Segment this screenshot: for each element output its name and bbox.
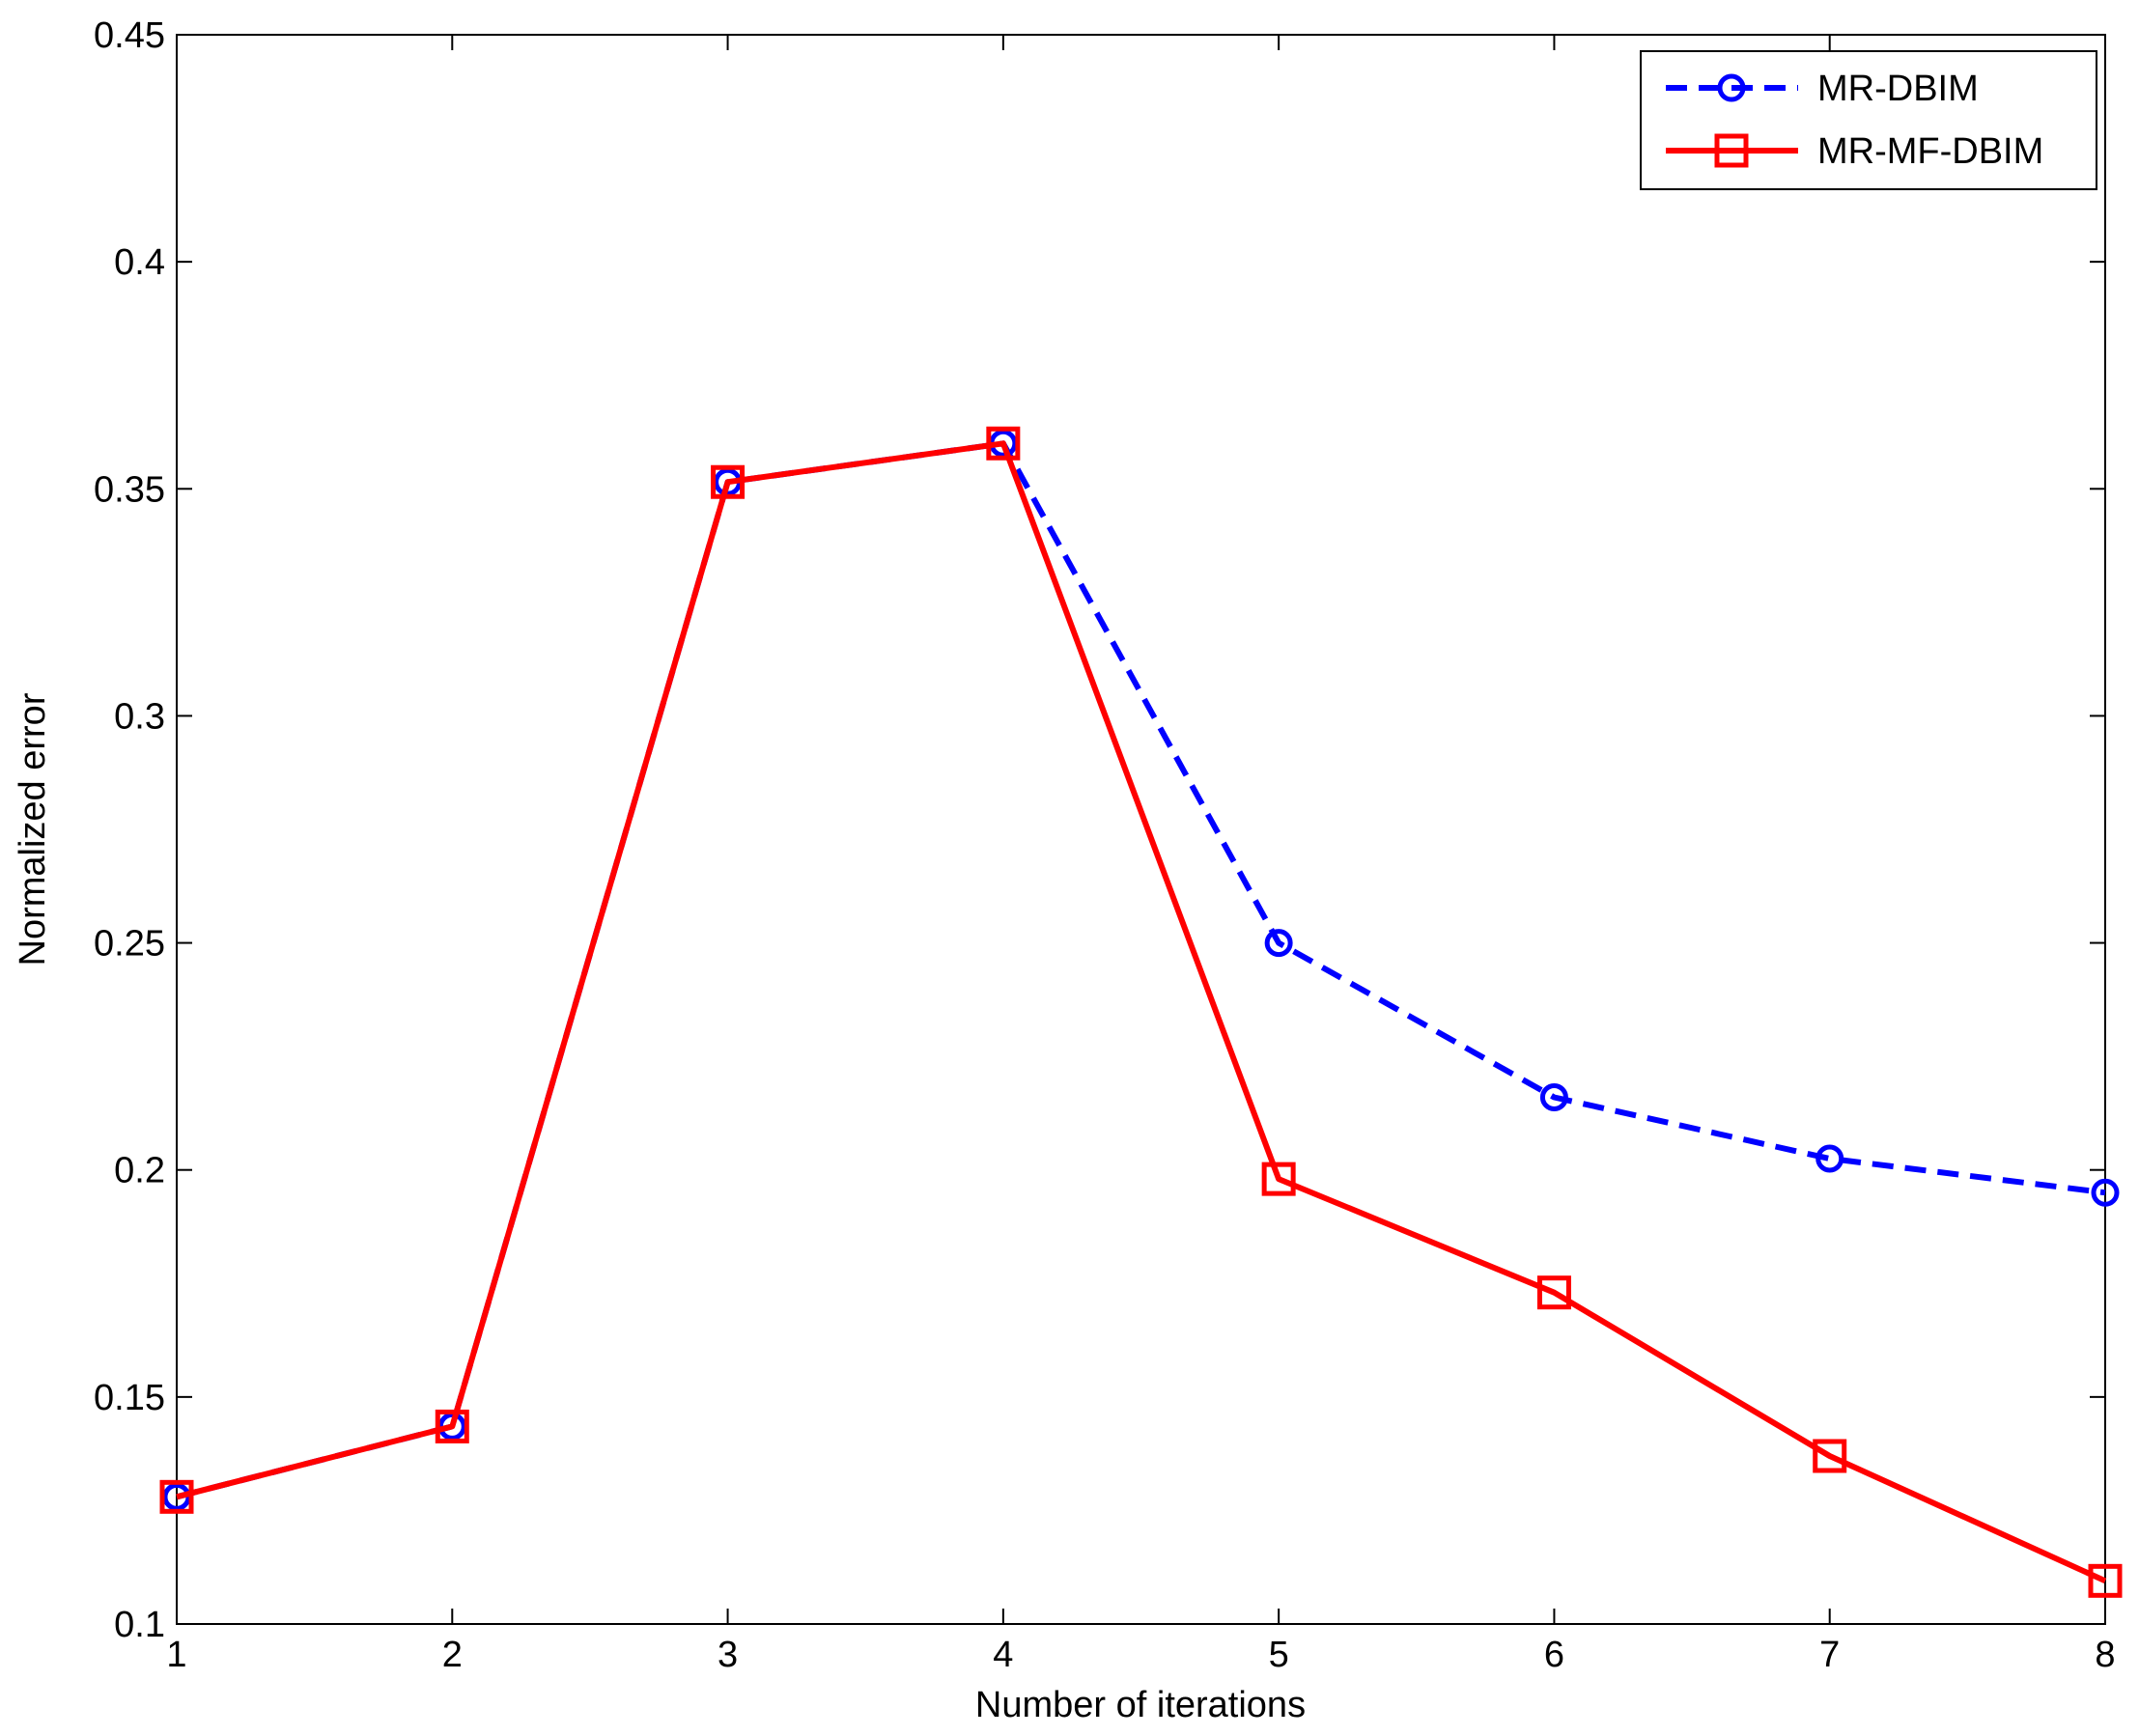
- data-point: [986, 426, 1021, 461]
- data-point: [2091, 1178, 2120, 1207]
- data-point: [1264, 929, 1293, 958]
- x-tick-label: 5: [1269, 1635, 1289, 1675]
- x-axis-label: Number of iterations: [975, 1685, 1306, 1725]
- y-tick-label: 0.1: [114, 1605, 165, 1645]
- x-tick-label: 6: [1544, 1635, 1564, 1675]
- data-point: [1536, 1275, 1571, 1310]
- legend-marker: [1717, 73, 1746, 102]
- y-tick-label: 0.25: [94, 924, 165, 965]
- series-line: [176, 440, 2107, 1584]
- y-axis-label: Normalized error: [13, 692, 53, 966]
- data-point: [1261, 1162, 1296, 1196]
- y-tick-label: 0.15: [94, 1378, 165, 1418]
- data-point: [2088, 1563, 2123, 1598]
- y-tick-label: 0.3: [114, 696, 165, 737]
- legend-marker: [1714, 133, 1749, 168]
- legend-entries: MR-DBIM MR-MF-DBIM: [1666, 69, 2043, 172]
- data-point: [711, 464, 746, 499]
- legend-entry: MR-DBIM: [1666, 69, 1979, 109]
- legend-entry: MR-MF-DBIM: [1666, 131, 2043, 172]
- data-point: [1539, 1082, 1568, 1111]
- series-line: [176, 440, 2106, 1500]
- data-point: [435, 1409, 469, 1443]
- x-tick-label: 2: [442, 1635, 463, 1675]
- axis-ticks: 1 2 3 4 5 6 7 8 0.1 0.15 0.2 0.25 0.3 0.35 0.4 0.45: [94, 15, 2116, 1675]
- x-tick-label: 1: [166, 1635, 186, 1675]
- x-tick-label: 7: [1819, 1635, 1840, 1675]
- data-point: [1813, 1439, 1847, 1473]
- x-tick-label: 4: [993, 1635, 1013, 1675]
- y-tick-label: 0.35: [94, 469, 165, 510]
- data-point: [1815, 1144, 1844, 1173]
- x-tick-label: 3: [718, 1635, 738, 1675]
- data-point: [159, 1479, 194, 1514]
- y-tick-label: 0.2: [114, 1151, 165, 1191]
- legend-label: MR-MF-DBIM: [1817, 131, 2043, 172]
- x-tick-label: 8: [2095, 1635, 2115, 1675]
- plot-area: [176, 34, 2106, 1625]
- y-tick-label: 0.45: [94, 15, 165, 56]
- legend: MR-DBIM MR-MF-DBIM: [1640, 50, 2097, 190]
- legend-label: MR-DBIM: [1817, 69, 1979, 109]
- series-2: [159, 426, 2123, 1598]
- y-tick-label: 0.4: [114, 242, 165, 283]
- series-layer: [159, 426, 2123, 1598]
